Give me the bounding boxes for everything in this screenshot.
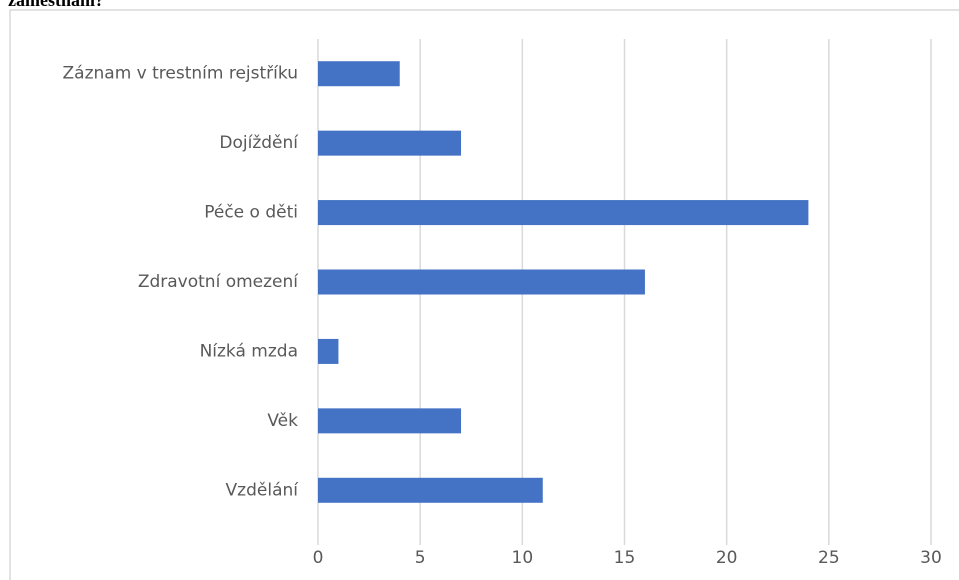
x-tick-label: 0 bbox=[313, 548, 324, 568]
bar bbox=[318, 477, 543, 503]
chart-title: zaměstnání? bbox=[8, 0, 104, 10]
y-tick-label: Dojíždění bbox=[219, 133, 299, 153]
y-tick-label: Nízká mzda bbox=[200, 341, 298, 361]
x-tick-label: 10 bbox=[512, 548, 534, 568]
x-tick-label: 15 bbox=[614, 548, 636, 568]
y-tick-label: Vzdělání bbox=[226, 480, 300, 500]
bar bbox=[318, 269, 645, 295]
bar bbox=[318, 408, 462, 434]
y-tick-label: Zdravotní omezení bbox=[138, 272, 299, 292]
y-tick-label: Věk bbox=[267, 411, 298, 431]
y-tick-label: Záznam v trestním rejstříku bbox=[63, 64, 298, 84]
x-tick-label: 5 bbox=[415, 548, 426, 568]
bar bbox=[318, 200, 809, 226]
bar bbox=[318, 338, 339, 364]
bar bbox=[318, 61, 400, 87]
x-tick-label: 30 bbox=[920, 548, 942, 568]
x-tick-label: 20 bbox=[716, 548, 738, 568]
x-tick-label: 25 bbox=[818, 548, 840, 568]
y-tick-label: Péče o děti bbox=[204, 203, 298, 223]
chart-frame bbox=[9, 9, 959, 580]
bar bbox=[318, 130, 462, 156]
